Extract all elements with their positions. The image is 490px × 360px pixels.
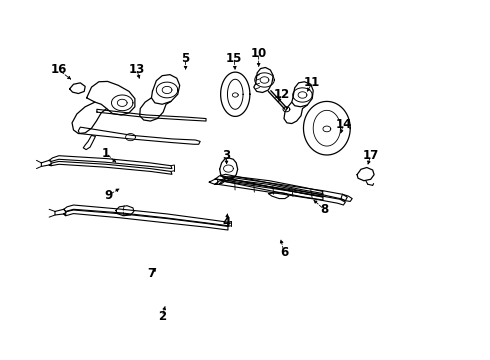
Text: 17: 17 bbox=[363, 149, 379, 162]
Text: 7: 7 bbox=[147, 267, 155, 280]
Text: 5: 5 bbox=[181, 52, 190, 65]
Text: 10: 10 bbox=[250, 47, 267, 60]
Text: 4: 4 bbox=[222, 216, 231, 229]
Text: 8: 8 bbox=[320, 203, 328, 216]
Text: 2: 2 bbox=[158, 310, 166, 323]
Text: 12: 12 bbox=[273, 88, 290, 101]
Text: 16: 16 bbox=[50, 63, 67, 76]
Text: 1: 1 bbox=[102, 147, 110, 160]
Text: 6: 6 bbox=[280, 246, 288, 258]
Text: 13: 13 bbox=[129, 63, 145, 76]
Text: 11: 11 bbox=[304, 76, 320, 89]
Text: 9: 9 bbox=[104, 189, 113, 202]
Text: 15: 15 bbox=[226, 52, 243, 65]
Text: 14: 14 bbox=[335, 118, 352, 131]
Text: 3: 3 bbox=[222, 149, 231, 162]
